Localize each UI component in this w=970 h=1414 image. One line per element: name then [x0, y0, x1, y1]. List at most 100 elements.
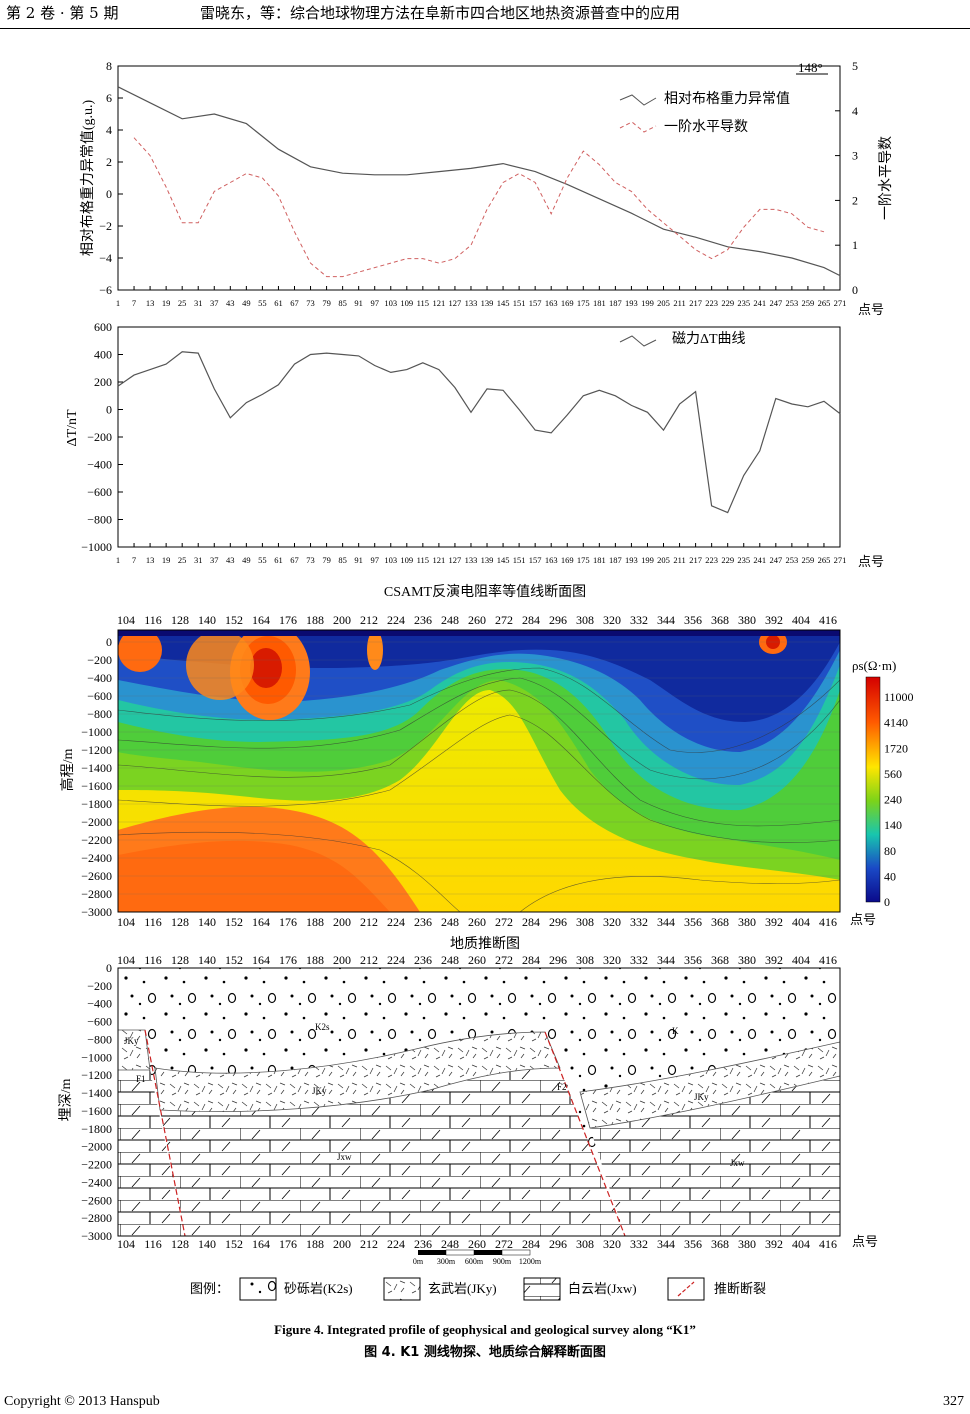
gravity-left-tick-label: 4 [106, 123, 112, 137]
csamt-y-tick-label: −1000 [81, 725, 112, 739]
geology-x-top-label: 200 [333, 953, 351, 967]
geology-x-bottom-label: 332 [630, 1237, 648, 1251]
gravity-right-tick-label: 4 [852, 104, 858, 118]
geology-y-tick-label: −2000 [81, 1140, 112, 1154]
csamt-x-top-ticks: 104 116 128 140 152 164 176 188 200 212 224 236 248 2… [117, 613, 837, 627]
magnetic-x-tick-label: 7 [132, 555, 136, 565]
magnetic-x-tick-label: 19 [162, 555, 171, 565]
geology-panel: 地质推断图 0 −200 −400 −600 −800 −1000 −1200 −1400 −1… [58, 936, 878, 1266]
geology-x-top-label: 320 [603, 953, 621, 967]
csamt-x-top-label: 116 [144, 613, 162, 627]
gravity-left-tick-label: 8 [106, 59, 112, 73]
gravity-x-tick-label: 7 [132, 298, 136, 308]
magnetic-x-tick-label: 49 [242, 555, 251, 565]
geology-title: 地质推断图 [450, 936, 520, 952]
gravity-x-tick-label: 163 [545, 298, 558, 308]
csamt-x-top-label: 308 [576, 613, 594, 627]
gravity-x-suffix: 点号 [858, 302, 884, 317]
csamt-x-top-label: 284 [522, 613, 540, 627]
csamt-y-tick-label: −800 [87, 707, 112, 721]
legend-fault: 推断断裂 [714, 1281, 766, 1296]
magnetic-x-tick-label: 229 [721, 555, 734, 565]
gravity-x-tick-label: 265 [818, 298, 831, 308]
csamt-y-label: 高程/m [59, 749, 76, 792]
csamt-y-tick-label: 0 [106, 635, 112, 649]
geology-y-tick-label: −2800 [81, 1211, 112, 1225]
geology-x-top-label: 392 [765, 953, 783, 967]
geology-x-top-label: 260 [468, 953, 486, 967]
csamt-x-top-label: 248 [441, 613, 459, 627]
gravity-x-tick-label: 61 [274, 298, 283, 308]
gravity-x-tick-label: 121 [433, 298, 446, 308]
csamt-x-bottom-label: 140 [198, 915, 216, 929]
gravity-x-tick-label: 217 [689, 298, 702, 308]
rock-label-k2s: K2s [315, 1022, 330, 1032]
csamt-panel: CSAMT反演电阻率等值线断面图 [59, 583, 914, 929]
gravity-x-tick-label: 73 [306, 298, 315, 308]
gravity-x-tick-label: 91 [354, 298, 363, 308]
magnetic-y-tick-label: −600 [87, 485, 112, 499]
gravity-right-ticks: 5 4 3 2 1 0 [835, 59, 858, 297]
running-title: 雷晓东，等：综合地球物理方法在阜新市四合地区地热资源普查中的应用 [200, 4, 681, 22]
rock-label-jky-right: JKy [694, 1092, 709, 1102]
magnetic-x-tick-label: 103 [384, 555, 397, 565]
gravity-x-tick-label: 271 [834, 298, 847, 308]
rock-label-jxw-right: Jxw [730, 1158, 745, 1168]
gravity-right-tick-label: 0 [852, 283, 858, 297]
legend-gravel: 砂砾岩(K2s) [284, 1281, 353, 1296]
magnetic-x-tick-label: 157 [529, 555, 542, 565]
gravity-x-tick-label: 193 [625, 298, 638, 308]
csamt-y-tick-label: −1200 [81, 743, 112, 757]
geology-y-tick-label: −1000 [81, 1050, 112, 1064]
csamt-x-top-label: 164 [252, 613, 270, 627]
csamt-x-bottom-label: 344 [657, 915, 675, 929]
geology-x-top-label: 356 [684, 953, 702, 967]
caption-chinese: 图 4. K1 测线物探、地质综合解释断面图 [364, 1345, 606, 1360]
magnetic-x-tick-label: 241 [753, 555, 766, 565]
gravity-x-tick-label: 127 [449, 298, 462, 308]
csamt-x-bottom-label: 236 [414, 915, 432, 929]
geology-x-bottom-label: 164 [252, 1237, 270, 1251]
geology-x-bottom-label: 212 [360, 1237, 378, 1251]
csamt-x-bottom-label: 308 [576, 915, 594, 929]
csamt-y-tick-label: −2800 [81, 887, 112, 901]
gravity-x-tick-label: 157 [529, 298, 542, 308]
fault-label-f2: F2 [557, 1082, 567, 1092]
magnetic-y-label: ΔT/nT [65, 409, 80, 446]
geology-x-top-label: 236 [414, 953, 432, 967]
scale-label: 900m [493, 1257, 512, 1266]
geology-x-bottom-label: 284 [522, 1237, 540, 1251]
gravity-left-tick-label: −6 [99, 283, 112, 297]
colorbar-title: ρs(Ω·m) [852, 658, 896, 673]
geology-y-tick-label: −800 [87, 1032, 112, 1046]
magnetic-x-tick-label: 223 [705, 555, 718, 565]
csamt-x-top-label: 140 [198, 613, 216, 627]
gravity-x-tick-label: 175 [577, 298, 590, 308]
colorbar-tick-label: 240 [884, 793, 902, 807]
csamt-x-top-label: 152 [225, 613, 243, 627]
csamt-x-bottom-label: 164 [252, 915, 270, 929]
gravity-x-tick-label: 181 [593, 298, 606, 308]
csamt-x-top-label: 416 [819, 613, 837, 627]
magnetic-y-tick-label: 0 [106, 403, 112, 417]
csamt-x-suffix: 点号 [850, 912, 876, 927]
magnetic-y-tick-label: −800 [87, 513, 112, 527]
geology-x-top-label: 332 [630, 953, 648, 967]
geology-y-tick-label: −600 [87, 1015, 112, 1029]
geology-x-top-label: 296 [549, 953, 567, 967]
magnetic-x-tick-label: 115 [417, 555, 429, 565]
geology-y-tick-label: −1400 [81, 1086, 112, 1100]
csamt-x-bottom-label: 320 [603, 915, 621, 929]
magnetic-x-tick-label: 139 [481, 555, 494, 565]
gravity-x-tick-label: 49 [242, 298, 251, 308]
colorbar-tick-label: 4140 [884, 716, 908, 730]
csamt-y-tick-label: −600 [87, 689, 112, 703]
gravity-y-label: 相对布格重力异常值(g.u.) [80, 100, 96, 257]
geology-x-top-label: 380 [738, 953, 756, 967]
csamt-x-bottom-label: 404 [792, 915, 810, 929]
csamt-y-tick-label: −1600 [81, 779, 112, 793]
geology-x-bottom-label: 248 [441, 1237, 459, 1251]
magnetic-x-tick-label: 265 [818, 555, 831, 565]
page-number: 327 [943, 1394, 964, 1409]
